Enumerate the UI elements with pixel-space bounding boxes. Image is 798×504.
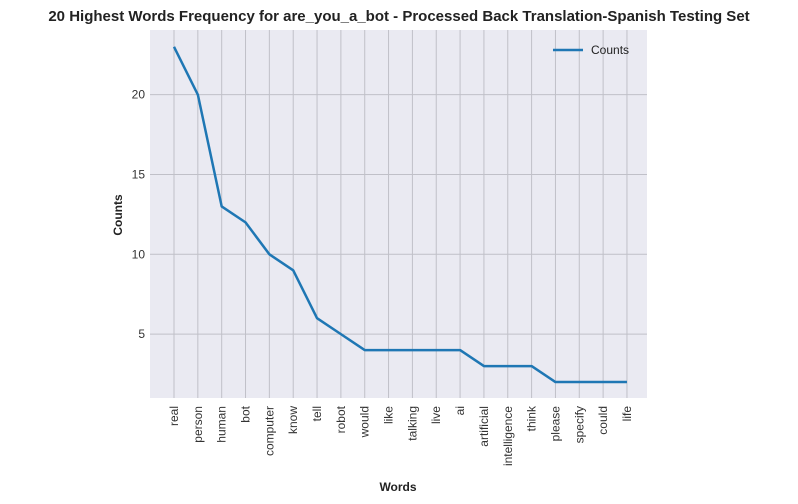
x-tick-label: live <box>429 406 443 424</box>
y-tick-label: 10 <box>132 247 146 261</box>
x-tick-label: talking <box>405 406 419 441</box>
x-tick-label: real <box>167 406 181 426</box>
chart-title: 20 Highest Words Frequency for are_you_a… <box>48 8 749 25</box>
y-tick-label: 20 <box>132 88 146 102</box>
x-tick-label: artificial <box>477 406 491 447</box>
legend-label: Counts <box>591 43 629 57</box>
legend: Counts <box>553 43 629 57</box>
x-tick-label: could <box>596 406 610 435</box>
y-tick-label: 5 <box>138 327 145 341</box>
x-tick-label: intelligence <box>501 406 515 466</box>
x-tick-label: life <box>620 406 634 422</box>
x-tick-label: ai <box>453 406 467 415</box>
y-tick-label: 15 <box>132 167 146 181</box>
y-axis-ticks: 5 10 15 20 <box>132 88 146 341</box>
x-tick-label: bot <box>239 405 253 422</box>
x-tick-label: robot <box>334 405 348 433</box>
x-tick-label: like <box>382 406 396 424</box>
x-tick-label: computer <box>262 406 276 456</box>
x-axis-ticks: real person human bot computer know tell robot w… <box>167 405 634 466</box>
series <box>172 46 628 384</box>
x-tick-label: please <box>548 406 562 442</box>
plot-area <box>150 30 647 398</box>
x-axis-label: Words <box>379 480 416 494</box>
series-line <box>172 46 627 384</box>
x-tick-label: would <box>358 406 372 438</box>
x-tick-label: human <box>215 406 229 443</box>
x-tick-label: think <box>525 405 539 431</box>
y-axis-label: Counts <box>111 194 125 236</box>
x-tick-label: specify <box>572 406 586 443</box>
x-tick-label: know <box>286 406 300 434</box>
x-tick-label: tell <box>310 406 324 421</box>
grid <box>150 30 647 398</box>
x-tick-label: person <box>191 406 205 443</box>
